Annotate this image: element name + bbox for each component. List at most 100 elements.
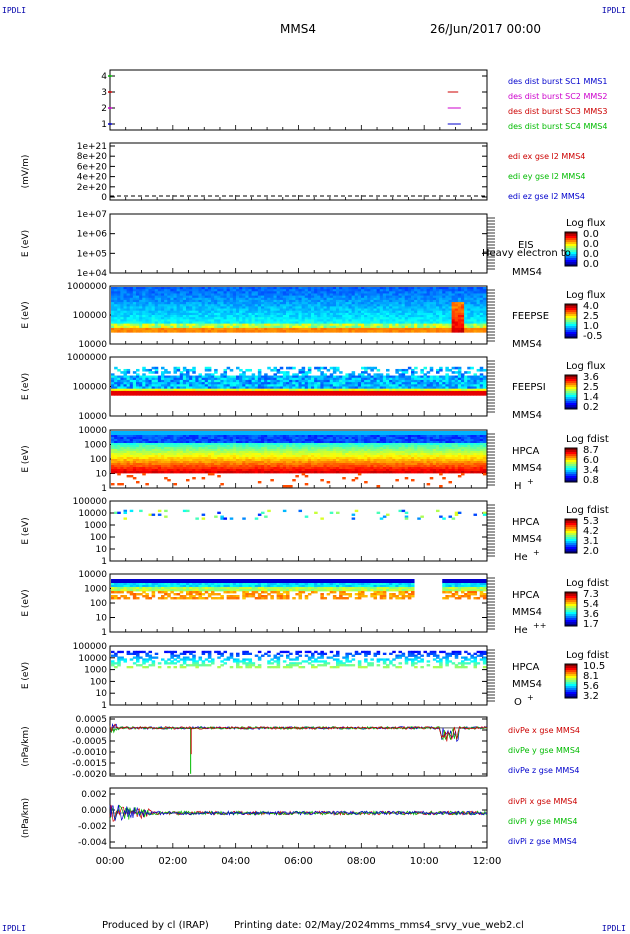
heatmap-cell [339, 393, 343, 396]
heatmap-cell [164, 304, 168, 307]
heatmap-cell [198, 306, 203, 309]
heatmap-cell [479, 299, 484, 303]
y-tick-label: 10000 [78, 426, 107, 436]
heatmap-cell [467, 321, 471, 325]
heatmap-cell [432, 310, 437, 314]
heatmap-cell [151, 441, 156, 444]
heatmap-cell [467, 295, 471, 299]
heatmap-cell [179, 465, 184, 468]
heatmap-cell [248, 393, 253, 396]
heatmap-cell [367, 315, 371, 318]
heatmap-cell [279, 289, 284, 292]
heatmap-cell [401, 390, 406, 394]
heatmap-cell [307, 371, 312, 374]
heatmap-cell [339, 306, 343, 309]
heatmap-cell [398, 382, 403, 385]
heatmap-cell [142, 323, 146, 327]
heatmap-cell [370, 377, 374, 381]
heatmap-cell [345, 299, 349, 303]
heatmap-cell [148, 375, 153, 379]
heatmap-cell [214, 291, 218, 294]
heatmap-cell [245, 386, 249, 390]
heatmap-cell [239, 321, 243, 325]
heatmap-cell [317, 317, 321, 320]
heatmap-cell [407, 319, 412, 322]
heatmap-cell [186, 459, 190, 462]
heatmap-cell [382, 384, 387, 387]
heatmap-cell [142, 287, 146, 290]
heatmap-cell [442, 386, 446, 390]
heatmap-cell [436, 306, 440, 309]
heatmap-cell [448, 310, 453, 314]
heatmap-cell [251, 386, 256, 390]
heatmap-cell [267, 393, 271, 396]
heatmap-cell [239, 386, 243, 390]
heatmap-cell [204, 453, 209, 456]
heatmap-cell [117, 443, 121, 446]
heatmap-cell [176, 461, 181, 464]
heatmap-cell [161, 319, 165, 322]
heatmap-cell [204, 366, 209, 370]
heatmap-cell [117, 325, 121, 329]
heatmap-cell [176, 377, 181, 381]
heatmap-cell [242, 302, 246, 305]
heatmap-cell [142, 302, 146, 305]
heatmap-cell [286, 317, 290, 320]
heatmap-cell [307, 325, 312, 329]
y-tick-label: 10000 [78, 412, 107, 422]
heatmap-cell [307, 388, 312, 392]
heatmap-cell [317, 312, 321, 316]
heatmap-cell [173, 377, 178, 381]
heatmap-cell [242, 327, 246, 331]
heatmap-cell [192, 469, 196, 472]
heatmap-cell [120, 459, 124, 462]
heatmap-cell [220, 461, 224, 464]
heatmap-cell [192, 463, 196, 466]
heatmap-cell [129, 330, 134, 333]
heatmap-cell [261, 323, 265, 327]
heatmap-cell [404, 393, 409, 396]
heatmap-cell [139, 310, 143, 314]
heatmap-cell [214, 465, 218, 468]
heatmap-cell [204, 323, 209, 327]
heatmap-cell [176, 384, 181, 387]
heatmap-cell [317, 327, 321, 331]
heatmap-cell [161, 439, 165, 442]
heatmap-cell [207, 308, 212, 312]
heatmap-cell [404, 375, 409, 379]
heatmap-cell [179, 382, 184, 385]
heatmap-cell [189, 459, 193, 462]
heatmap-cell [157, 459, 162, 462]
heatmap-cell [126, 441, 131, 444]
heatmap-cell [192, 435, 196, 438]
heatmap-cell [117, 473, 121, 476]
heatmap-cell [254, 327, 259, 331]
heatmap-cell [123, 319, 128, 322]
heatmap-cell [223, 371, 228, 374]
heatmap-cell [132, 441, 137, 444]
heatmap-cell [145, 323, 149, 327]
heatmap-cell [470, 386, 474, 390]
heatmap-cell [223, 437, 228, 440]
heatmap-cell [311, 330, 315, 333]
heatmap-cell [182, 449, 187, 452]
heatmap-cell [270, 377, 274, 381]
heatmap-cell [251, 317, 256, 320]
heatmap-cell [132, 321, 137, 325]
heatmap-cell [336, 317, 340, 320]
heatmap-cell [342, 291, 346, 294]
heatmap-cell [161, 441, 165, 444]
heatmap-cell [314, 382, 318, 385]
heatmap-cell [192, 459, 196, 462]
heatmap-cell [170, 384, 174, 387]
heatmap-cell [270, 321, 274, 325]
heatmap-cell [311, 319, 315, 322]
heatmap-cell [232, 315, 237, 318]
heatmap-cell [201, 471, 206, 474]
heatmap-cell [292, 377, 296, 381]
heatmap-cell [295, 293, 299, 297]
heatmap-cell [226, 297, 231, 301]
heatmap-cell [257, 325, 262, 329]
heatmap-cell [345, 297, 349, 301]
heatmap-cell [448, 330, 453, 333]
